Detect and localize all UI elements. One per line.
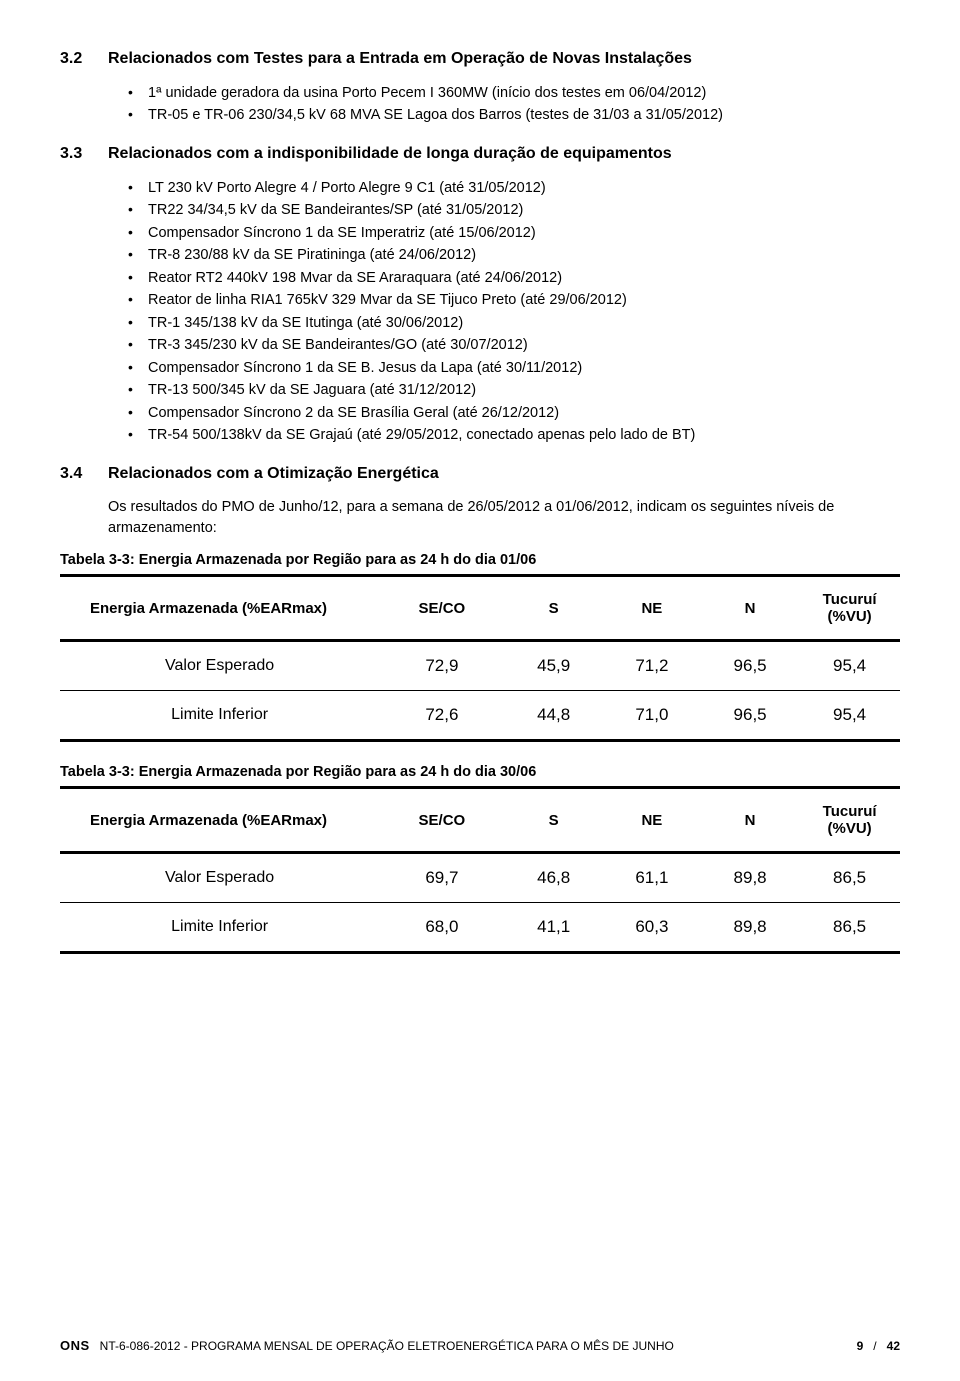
list-item: Compensador Síncrono 2 da SE Brasília Ge… [128,402,900,424]
col-header: SE/CO [379,576,504,641]
cell: 96,5 [701,691,799,741]
table-row: Valor Esperado 72,9 45,9 71,2 96,5 95,4 [60,641,900,691]
cell: 96,5 [701,641,799,691]
col-header: N [701,788,799,853]
page-number: 9 [857,1339,864,1353]
footer-left: ONS NT-6-086-2012 - PROGRAMA MENSAL DE O… [60,1338,674,1353]
cell: 69,7 [379,853,504,903]
col-header: Energia Armazenada (%EARmax) [60,576,379,641]
col-header: SE/CO [379,788,504,853]
section-num: 3.3 [60,145,108,163]
cell: 95,4 [799,641,900,691]
col-header: NE [603,576,701,641]
table-row: Limite Inferior 68,0 41,1 60,3 89,8 86,5 [60,903,900,953]
table-header-row: Energia Armazenada (%EARmax) SE/CO S NE … [60,788,900,853]
section-3-4-para: Os resultados do PMO de Junho/12, para a… [108,497,900,541]
cell: 71,0 [603,691,701,741]
cell: 71,2 [603,641,701,691]
section-title: Relacionados com Testes para a Entrada e… [108,50,900,68]
section-title: Relacionados com a indisponibilidade de … [108,145,900,163]
section-num: 3.4 [60,465,108,483]
page-total: 42 [887,1339,900,1353]
page-sep: / [873,1339,876,1353]
footer-page: 9 / 42 [857,1339,900,1353]
list-item: TR-3 345/230 kV da SE Bandeirantes/GO (a… [128,334,900,356]
table-1: Energia Armazenada (%EARmax) SE/CO S NE … [60,574,900,742]
cell: 72,9 [379,641,504,691]
list-item: TR-1 345/138 kV da SE Itutinga (até 30/0… [128,312,900,334]
bullet-list-3-2: 1ª unidade geradora da usina Porto Pecem… [128,82,900,127]
cell: 45,9 [505,641,603,691]
list-item: Compensador Síncrono 1 da SE Imperatriz … [128,222,900,244]
row-label: Valor Esperado [60,853,379,903]
table-header-row: Energia Armazenada (%EARmax) SE/CO S NE … [60,576,900,641]
col-header: N [701,576,799,641]
cell: 61,1 [603,853,701,903]
list-item: LT 230 kV Porto Alegre 4 / Porto Alegre … [128,177,900,199]
row-label: Limite Inferior [60,691,379,741]
cell: 95,4 [799,691,900,741]
row-label: Valor Esperado [60,641,379,691]
cell: 72,6 [379,691,504,741]
list-item: TR-05 e TR-06 230/34,5 kV 68 MVA SE Lago… [128,104,900,126]
table-1-caption: Tabela 3-3: Energia Armazenada por Regiã… [60,552,900,568]
col-header: Tucuruí (%VU) [799,788,900,853]
page-footer: ONS NT-6-086-2012 - PROGRAMA MENSAL DE O… [60,1338,900,1353]
list-item: TR-8 230/88 kV da SE Piratininga (até 24… [128,244,900,266]
section-3-3-heading: 3.3 Relacionados com a indisponibilidade… [60,145,900,163]
cell: 86,5 [799,853,900,903]
section-3-4-heading: 3.4 Relacionados com a Otimização Energé… [60,465,900,483]
ons-logo: ONS [60,1338,90,1353]
section-title: Relacionados com a Otimização Energética [108,465,900,483]
footer-doc-title: NT-6-086-2012 - PROGRAMA MENSAL DE OPERA… [100,1339,674,1353]
section-3-2-heading: 3.2 Relacionados com Testes para a Entra… [60,50,900,68]
col-header: S [505,576,603,641]
list-item: Compensador Síncrono 1 da SE B. Jesus da… [128,357,900,379]
cell: 89,8 [701,853,799,903]
bullet-list-3-3: LT 230 kV Porto Alegre 4 / Porto Alegre … [128,177,900,447]
col-header: NE [603,788,701,853]
cell: 44,8 [505,691,603,741]
cell: 60,3 [603,903,701,953]
row-label: Limite Inferior [60,903,379,953]
col-header: Energia Armazenada (%EARmax) [60,788,379,853]
cell: 89,8 [701,903,799,953]
list-item: 1ª unidade geradora da usina Porto Pecem… [128,82,900,104]
table-2: Energia Armazenada (%EARmax) SE/CO S NE … [60,786,900,954]
table-2-caption: Tabela 3-3: Energia Armazenada por Regiã… [60,764,900,780]
list-item: TR-54 500/138kV da SE Grajaú (até 29/05/… [128,424,900,446]
list-item: TR-13 500/345 kV da SE Jaguara (até 31/1… [128,379,900,401]
list-item: TR22 34/34,5 kV da SE Bandeirantes/SP (a… [128,199,900,221]
table-row: Limite Inferior 72,6 44,8 71,0 96,5 95,4 [60,691,900,741]
cell: 41,1 [505,903,603,953]
cell: 68,0 [379,903,504,953]
cell: 86,5 [799,903,900,953]
section-num: 3.2 [60,50,108,68]
cell: 46,8 [505,853,603,903]
col-header: S [505,788,603,853]
table-row: Valor Esperado 69,7 46,8 61,1 89,8 86,5 [60,853,900,903]
list-item: Reator RT2 440kV 198 Mvar da SE Araraqua… [128,267,900,289]
col-header: Tucuruí (%VU) [799,576,900,641]
list-item: Reator de linha RIA1 765kV 329 Mvar da S… [128,289,900,311]
